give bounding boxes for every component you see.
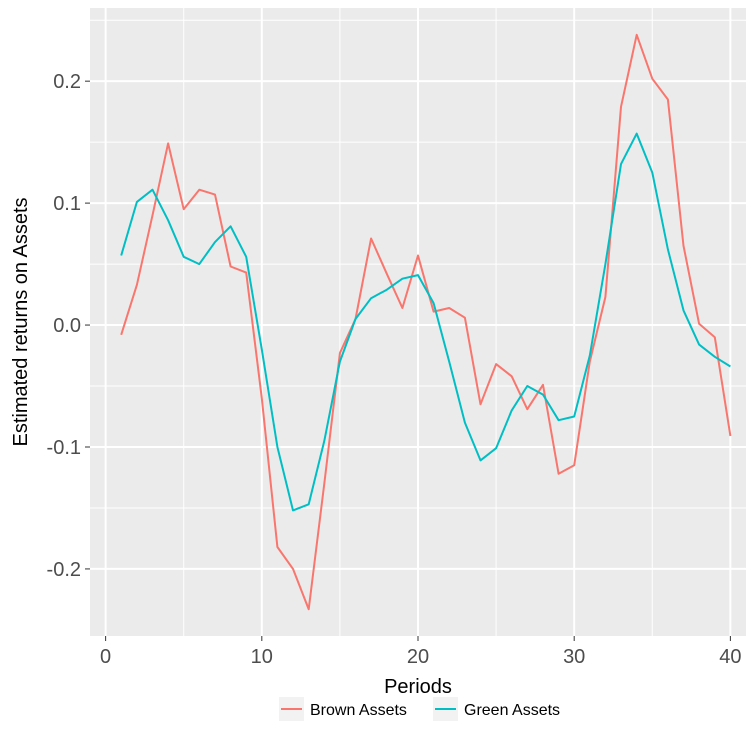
series-line-brown-assets (120, 33, 732, 611)
x-axis-title: Periods (384, 676, 452, 698)
legend-item: Brown Assets (279, 697, 407, 721)
y-axis-title: Estimated returns on Assets (10, 197, 32, 446)
x-tick-label: 30 (563, 646, 585, 668)
x-tick-label: 10 (251, 646, 273, 668)
legend-item: Green Assets (433, 697, 560, 721)
x-tick-label: 20 (407, 646, 429, 668)
y-tick-label: 0.1 (53, 193, 81, 215)
legend-label: Brown Assets (310, 702, 407, 719)
y-axis: -0.2 -0.1 0.0 0.1 0.2 (47, 71, 90, 581)
y-tick-label: 0.0 (53, 315, 81, 337)
series-line-green-assets (120, 132, 731, 512)
legend-label: Green Assets (464, 702, 560, 719)
major-gridlines (90, 8, 746, 636)
x-tick-label: 40 (719, 646, 741, 668)
x-tick-label: 0 (100, 646, 111, 668)
series-lines (120, 33, 732, 611)
x-axis: 0 10 20 30 40 (100, 636, 742, 668)
y-tick-label: -0.2 (47, 559, 81, 581)
legend: Brown Assets Green Assets (279, 697, 560, 721)
y-tick-label: -0.1 (47, 437, 81, 459)
y-tick-label: 0.2 (53, 71, 81, 93)
